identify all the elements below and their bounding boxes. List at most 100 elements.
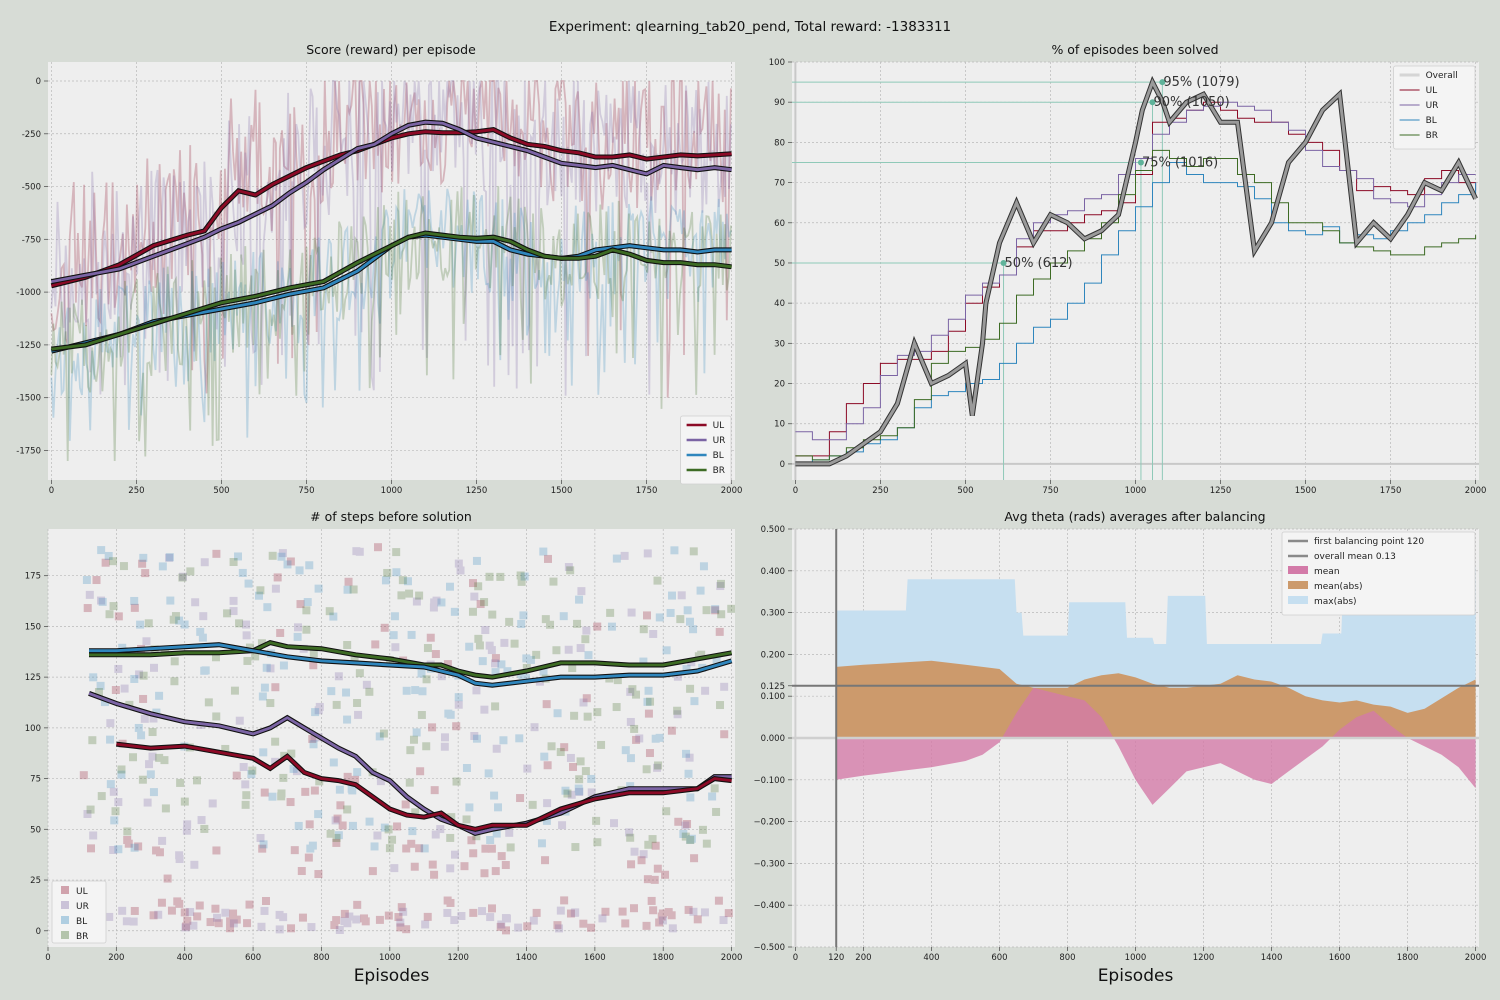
legend-swatch: [1288, 566, 1308, 574]
scatter-point-BR: [111, 807, 120, 816]
scatter-point-BL: [450, 607, 459, 616]
scatter-point-UL: [690, 854, 699, 863]
scatter-point-UR: [571, 908, 580, 917]
scatter-point-BL: [626, 782, 635, 791]
scatter-point-UL: [720, 730, 729, 739]
scatter-point-BR: [349, 585, 358, 594]
scatter-point-UL: [157, 898, 166, 907]
scatter-point-UL: [309, 661, 318, 670]
scatter-point-BL: [289, 764, 298, 773]
scatter-point-UR: [314, 706, 323, 715]
scatter-point-BR: [716, 579, 725, 588]
scatter-point-UL: [402, 844, 411, 853]
scatter-point-BL: [329, 758, 338, 767]
scatter-point-BR: [570, 711, 579, 720]
grid: [47, 529, 735, 947]
scatter-point-UR: [271, 584, 280, 593]
scatter-point-BR: [632, 690, 641, 699]
scatter-point-UR: [106, 719, 115, 728]
scatter-point-BL: [407, 630, 416, 639]
scatter-point-UR: [149, 714, 158, 723]
scatter-point-UR: [183, 820, 192, 829]
scatter-point-BR: [268, 551, 277, 560]
scatter-point-UL: [430, 786, 439, 795]
scatter-point-BL: [343, 715, 352, 724]
legend-swatch: [1288, 581, 1308, 589]
scatter-point-UR: [677, 591, 686, 600]
scatter-point-UL: [541, 856, 550, 865]
y-tick-label: 0.300: [761, 609, 785, 619]
scatter-point-UR: [334, 672, 343, 681]
scatter-point-BR: [180, 797, 189, 806]
raw-series-BR: [50, 186, 732, 462]
plot-content: [792, 529, 1479, 947]
scatter-point-BR: [475, 641, 484, 650]
scatter-point-BL: [263, 603, 272, 612]
scatter-point-UR: [639, 850, 648, 859]
scatter-point-BL: [444, 709, 453, 718]
scatter-point-BL: [684, 769, 693, 778]
scatter-point-BL: [348, 821, 357, 830]
scatter-point-UR: [598, 914, 607, 923]
scatter-point-BR: [474, 634, 483, 643]
scatter-point-BL: [392, 568, 401, 577]
scatter-point-BL: [149, 788, 158, 797]
scatter-point-UL: [443, 660, 452, 669]
scatter-point-UR: [701, 686, 710, 695]
scatter-point-BL: [139, 553, 148, 562]
scatter-point-UR: [175, 855, 184, 864]
scatter-point-UL: [621, 919, 630, 928]
scatter-point-UR: [213, 913, 222, 922]
scatter-point-BL: [526, 655, 535, 664]
legend-label: BR: [1426, 131, 1438, 141]
scatter-point-BL: [478, 657, 487, 666]
x-tick-label: 400: [177, 953, 193, 963]
scatter-point-BR: [248, 766, 257, 775]
scatter-point-UL: [163, 874, 172, 883]
scatter-point-UL: [351, 775, 360, 784]
scatter-point-BL: [437, 598, 446, 607]
scatter-point-BR: [161, 804, 170, 813]
scatter-point-UL: [560, 743, 569, 752]
scatter-point-UL: [637, 856, 646, 865]
scatter-point-BR: [676, 615, 685, 624]
panels: 0 250 500 750 1000 1250 1500 1750 20000-250-500-…: [16, 42, 1486, 986]
scatter-point-BL: [575, 787, 584, 796]
scatter-point-UR: [472, 686, 481, 695]
scatter-point-BR: [148, 728, 157, 737]
scatter-point-UL: [310, 786, 319, 795]
scatter-point-UL: [361, 917, 370, 926]
scatter-point-BR: [472, 832, 481, 841]
scatter-point-BL: [196, 627, 205, 636]
scatter-point-UR: [229, 607, 238, 616]
scatter-point-BL: [146, 770, 155, 779]
scatter-point-UR: [148, 752, 157, 761]
trend-line-UR: [51, 120, 732, 283]
scatter-point-BL: [420, 844, 429, 853]
scatter-point-BR: [241, 800, 250, 809]
scatter-point-UL: [343, 772, 352, 781]
chart-title: % of episodes been solved: [1051, 42, 1218, 57]
scatter-point-UR: [643, 549, 652, 558]
scatter-point-BR: [415, 591, 424, 600]
scatter-point-BR: [86, 805, 95, 814]
scatter-point-BL: [417, 669, 426, 678]
scatter-point-UL: [124, 839, 133, 848]
scatter-point-BR: [702, 839, 711, 848]
scatter-point-UR: [271, 757, 280, 766]
scatter-point-BL: [655, 613, 664, 622]
scatter-point-BL: [411, 686, 420, 695]
scatter-point-BL: [418, 687, 427, 696]
scatter-point-BL: [118, 643, 127, 652]
scatter-point-UL: [286, 557, 295, 566]
scatter-point-BR: [556, 748, 565, 757]
scatter-point-UR: [186, 907, 195, 916]
scatter-point-UR: [530, 723, 539, 732]
scatter-point-UL: [384, 911, 393, 920]
scatter-point-BR: [405, 589, 414, 598]
scatter-point-UR: [335, 926, 344, 935]
scatter-point-BR: [178, 573, 187, 582]
legend-label: UL: [76, 887, 88, 897]
scatter-point-BL: [666, 608, 675, 617]
